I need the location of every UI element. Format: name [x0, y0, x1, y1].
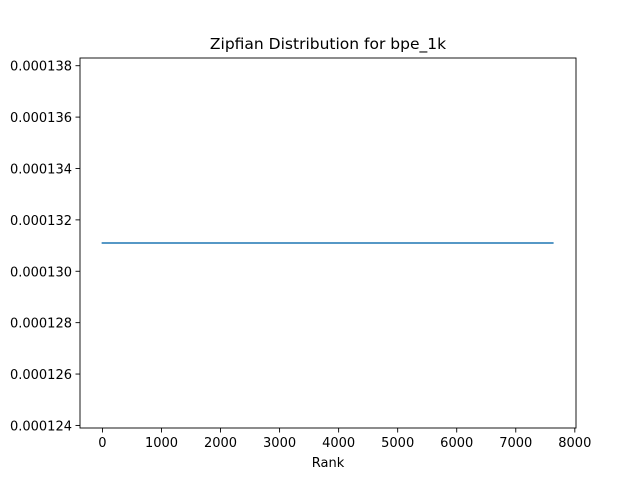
chart-title: Zipfian Distribution for bpe_1k — [210, 35, 446, 54]
y-tick-label: 0.000126 — [10, 368, 72, 383]
x-tick-label: 0 — [98, 436, 106, 451]
plot-frame — [79, 57, 577, 429]
x-tick-label: 2000 — [204, 436, 237, 451]
y-tick-label: 0.000138 — [10, 60, 72, 75]
x-tick-label: 1000 — [145, 436, 178, 451]
x-tick-label: 7000 — [499, 436, 532, 451]
y-axis: 0.000124 0.000126 0.000128 0.000130 0.000132… — [10, 60, 80, 434]
x-tick-label: 8000 — [558, 436, 591, 451]
x-tick-label: 6000 — [440, 436, 473, 451]
y-tick-label: 0.000130 — [10, 265, 72, 280]
x-axis-title: Rank — [312, 456, 345, 471]
y-tick-label: 0.000124 — [10, 419, 72, 434]
x-axis: 0 1000 2000 3000 4000 5000 6000 7000 8000 — [98, 428, 591, 451]
x-tick-label: 4000 — [322, 436, 355, 451]
y-tick-label: 0.000134 — [10, 162, 72, 177]
y-tick-label: 0.000132 — [10, 214, 72, 229]
x-tick-label: 3000 — [263, 436, 296, 451]
y-tick-label: 0.000136 — [10, 111, 72, 126]
x-tick-label: 5000 — [381, 436, 414, 451]
y-tick-label: 0.000128 — [10, 317, 72, 332]
plot-area — [79, 57, 577, 429]
